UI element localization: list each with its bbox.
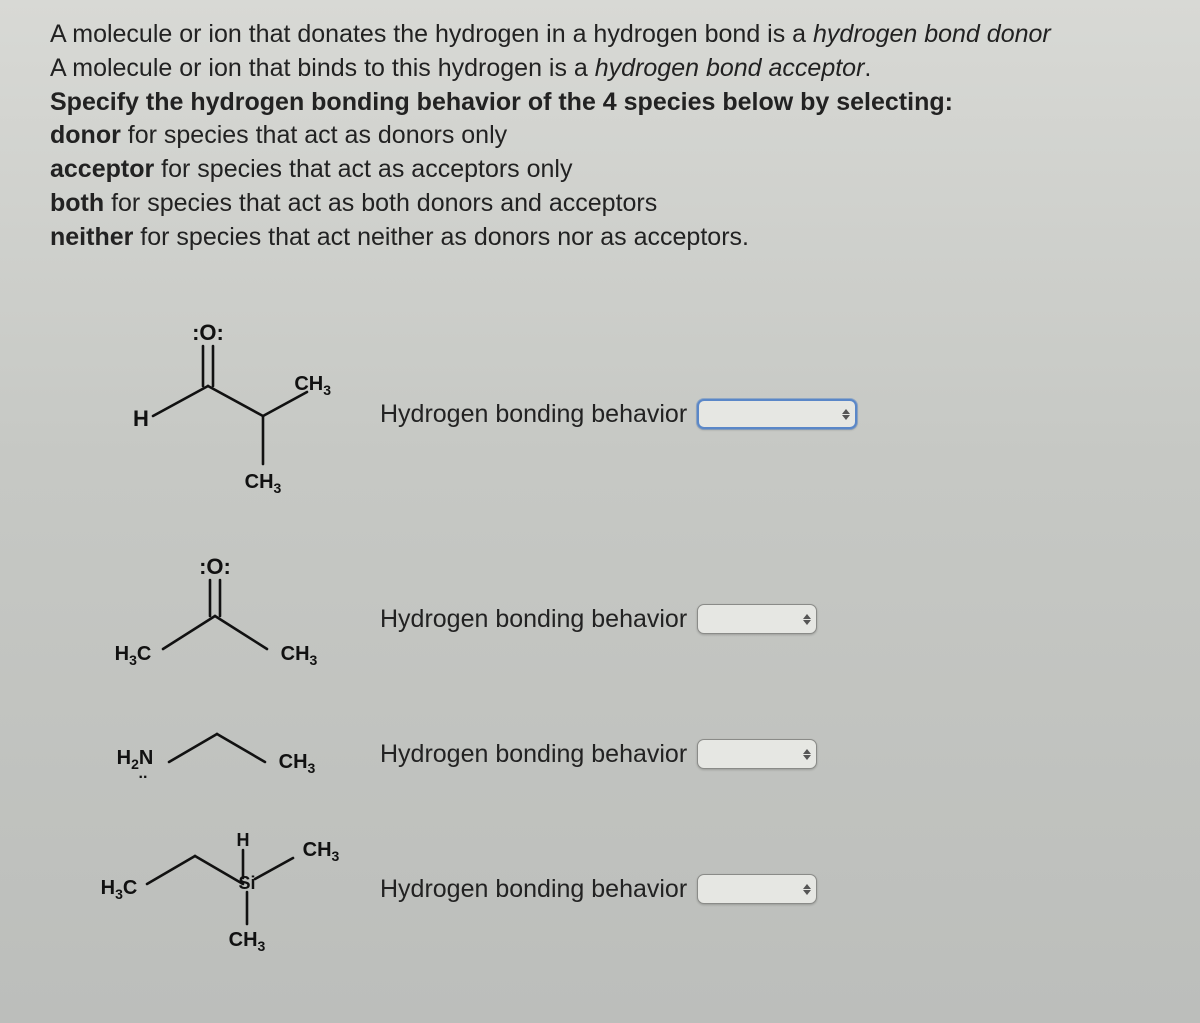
intro-line1-pre: A molecule or ion that donates the hydro… — [50, 20, 813, 48]
stepper-icon — [800, 609, 814, 629]
row2-label: Hydrogen bonding behavior — [380, 605, 687, 634]
opt-donor-t: for species that act as donors only — [121, 121, 507, 149]
intro-line2-post: . — [864, 54, 871, 82]
m4-si-label: Si — [238, 873, 255, 893]
stepper-icon — [800, 744, 814, 764]
m1-ch3-bot: CH3 — [245, 471, 282, 496]
m3-l-label: H2N — [117, 747, 154, 772]
species-row-4: H3C H Si CH3 CH3 Hydrogen bonding behavi… — [50, 824, 1160, 954]
page-container: { "intro": { "line1_pre": "A molecule or… — [0, 0, 1200, 1023]
opt-acceptor-t: for species that act as acceptors only — [154, 155, 572, 183]
m4-l-label: H3C — [101, 877, 138, 902]
m1-ch3-top: CH3 — [294, 373, 331, 398]
m4-h-label: H — [237, 830, 250, 850]
stepper-icon — [839, 404, 853, 424]
intro-line3: Specify the hydrogen bonding behavior of… — [50, 86, 1160, 120]
row2-select[interactable] — [697, 604, 817, 634]
stepper-icon — [800, 879, 814, 899]
molecule-1: :O: H CH3 CH3 — [50, 314, 380, 514]
opt-neither-t: for species that act neither as donors n… — [133, 223, 749, 251]
m2-o-label: :O: — [199, 554, 231, 579]
molecule-2: :O: H3C CH3 — [50, 554, 380, 684]
intro-line1-em: hydrogen bond donor — [813, 20, 1051, 48]
m2-l-label: H3C — [115, 643, 152, 668]
opt-donor-b: donor — [50, 121, 121, 149]
opt-neither-b: neither — [50, 223, 133, 251]
row4-select[interactable] — [697, 874, 817, 904]
species-row-1: :O: H CH3 CH3 Hydrogen bonding behavior — [50, 314, 1160, 514]
row1-label: Hydrogen bonding behavior — [380, 400, 687, 429]
m2-r-label: CH3 — [281, 643, 318, 668]
intro-line2-em: hydrogen bond acceptor — [595, 54, 865, 82]
species-row-2: :O: H3C CH3 Hydrogen bonding behavior — [50, 554, 1160, 684]
row3-label: Hydrogen bonding behavior — [380, 740, 687, 769]
intro-text: A molecule or ion that donates the hydro… — [50, 18, 1160, 254]
opt-both-b: both — [50, 189, 104, 217]
row1-select[interactable] — [697, 399, 857, 429]
m3-r-label: CH3 — [279, 751, 316, 776]
opt-both-t: for species that act as both donors and … — [104, 189, 657, 217]
m3-dots: .. — [139, 765, 148, 782]
m1-o-label: :O: — [192, 320, 224, 345]
m1-h-label: H — [133, 406, 149, 431]
intro-line2-pre: A molecule or ion that binds to this hyd… — [50, 54, 595, 82]
opt-acceptor-b: acceptor — [50, 155, 154, 183]
m4-r-label: CH3 — [303, 839, 340, 864]
row4-label: Hydrogen bonding behavior — [380, 875, 687, 904]
row3-select[interactable] — [697, 739, 817, 769]
molecule-3: H2N .. CH3 — [50, 714, 380, 794]
m4-b-label: CH3 — [229, 929, 266, 954]
molecule-4: H3C H Si CH3 CH3 — [50, 824, 380, 954]
species-row-3: H2N .. CH3 Hydrogen bonding behavior — [50, 714, 1160, 794]
